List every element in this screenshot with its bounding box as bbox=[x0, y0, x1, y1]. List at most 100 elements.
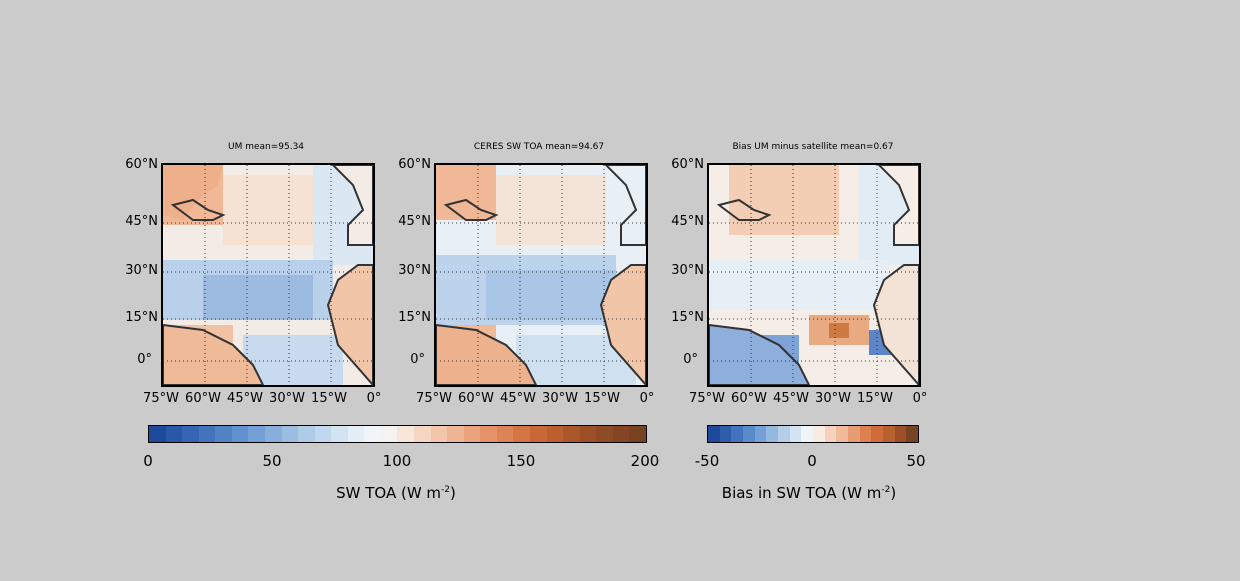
colorbar-bias-label: Bias in SW TOA (W m-2) bbox=[722, 484, 896, 502]
colorbar-sw-swatch bbox=[447, 426, 464, 442]
colorbar-sw-swatch bbox=[513, 426, 530, 442]
colorbar-tick: 150 bbox=[506, 452, 536, 470]
map-ceres bbox=[434, 163, 648, 387]
lat-label: 0° bbox=[683, 352, 698, 367]
colorbar-sw-swatch bbox=[496, 426, 514, 442]
colorbar-sw-swatch bbox=[331, 426, 348, 442]
colorbar-bias-swatch bbox=[836, 426, 849, 442]
colorbar-sw-swatch bbox=[563, 426, 580, 442]
colorbar-bias-swatch bbox=[906, 426, 919, 442]
lat-label: 15°N bbox=[671, 310, 704, 325]
panel-title-bias: Bias UM minus satellite mean=0.67 bbox=[732, 142, 894, 152]
panel-title-ceres: CERES SW TOA mean=94.67 bbox=[473, 142, 605, 152]
lon-label: 60°W bbox=[185, 391, 221, 406]
colorbar-bias-swatch bbox=[883, 426, 895, 442]
lon-label: 60°W bbox=[458, 391, 494, 406]
colorbar-bias-swatch bbox=[813, 426, 825, 442]
colorbar-sw-swatch bbox=[264, 426, 282, 442]
lat-label: 0° bbox=[410, 352, 425, 367]
lon-label: 30°W bbox=[815, 391, 851, 406]
lon-label: 45°W bbox=[227, 391, 263, 406]
colorbar-sw-swatch bbox=[480, 426, 497, 442]
map-ceres-canvas bbox=[436, 165, 646, 385]
lon-label: 15°W bbox=[857, 391, 893, 406]
lon-label: 15°W bbox=[311, 391, 347, 406]
lon-label: 75°W bbox=[416, 391, 452, 406]
colorbar-bias-swatch bbox=[766, 426, 779, 442]
lat-label: 45°N bbox=[398, 214, 431, 229]
colorbar-sw-swatch bbox=[149, 426, 166, 442]
lat-label: 15°N bbox=[398, 310, 431, 325]
colorbar-sw-swatch bbox=[430, 426, 448, 442]
colorbar-sw-label-end: ) bbox=[450, 484, 456, 502]
lat-label: 15°N bbox=[125, 310, 158, 325]
lat-label: 45°N bbox=[125, 214, 158, 229]
colorbar-sw-swatch bbox=[546, 426, 564, 442]
lat-label: 60°N bbox=[125, 157, 158, 172]
colorbar-tick: -50 bbox=[694, 452, 720, 470]
lon-label: 45°W bbox=[773, 391, 809, 406]
colorbar-bias-label-sup: -2 bbox=[881, 485, 891, 495]
lon-label: 30°W bbox=[542, 391, 578, 406]
lon-label: 60°W bbox=[731, 391, 767, 406]
colorbar-sw-swatch bbox=[529, 426, 547, 442]
colorbar-sw-label-main: SW TOA (W m bbox=[336, 484, 442, 502]
colorbar-bias-swatch bbox=[859, 426, 872, 442]
lon-label: 0° bbox=[366, 391, 382, 406]
colorbar-tick: 50 bbox=[906, 452, 926, 470]
lat-label: 60°N bbox=[398, 157, 431, 172]
colorbar-sw-swatch bbox=[364, 426, 381, 442]
lat-label: 0° bbox=[137, 352, 152, 367]
lat-label: 30°N bbox=[671, 263, 704, 278]
map-um bbox=[161, 163, 375, 387]
colorbar-sw-swatch bbox=[612, 426, 630, 442]
colorbar-sw-label: SW TOA (W m-2) bbox=[336, 484, 456, 502]
lat-label: 30°N bbox=[125, 263, 158, 278]
lon-label: 30°W bbox=[269, 391, 305, 406]
colorbar-sw-swatch bbox=[380, 426, 398, 442]
colorbar-bias-label-end: ) bbox=[890, 484, 897, 502]
colorbar-sw-swatch bbox=[397, 426, 414, 442]
colorbar-sw-swatch bbox=[347, 426, 365, 442]
colorbar-tick: 50 bbox=[262, 452, 282, 470]
colorbar-sw-swatch bbox=[314, 426, 332, 442]
map-bias-canvas bbox=[709, 165, 919, 385]
colorbar-sw-swatch bbox=[248, 426, 265, 442]
lon-label: 0° bbox=[912, 391, 928, 406]
colorbar-sw-swatch bbox=[182, 426, 199, 442]
lat-label: 30°N bbox=[398, 263, 431, 278]
colorbar-bias-swatch bbox=[743, 426, 755, 442]
colorbar-sw-swatch bbox=[281, 426, 299, 442]
colorbar-bias bbox=[707, 425, 919, 443]
colorbar-tick: 0 bbox=[807, 452, 817, 470]
colorbar-bias-swatch bbox=[801, 426, 814, 442]
colorbar-tick: 200 bbox=[630, 452, 660, 470]
colorbar-bias-swatch bbox=[754, 426, 767, 442]
lon-label: 15°W bbox=[584, 391, 620, 406]
colorbar-sw-swatch bbox=[629, 426, 646, 442]
colorbar-bias-swatch bbox=[731, 426, 744, 442]
panel-title-um: UM mean=95.34 bbox=[227, 142, 305, 152]
colorbar-tick: 100 bbox=[382, 452, 412, 470]
colorbar-bias-swatch bbox=[789, 426, 802, 442]
colorbar-sw-swatch bbox=[579, 426, 597, 442]
lon-label: 75°W bbox=[143, 391, 179, 406]
colorbar-sw-toa bbox=[148, 425, 647, 443]
lon-label: 0° bbox=[639, 391, 655, 406]
colorbar-bias-swatch bbox=[894, 426, 907, 442]
colorbar-sw-swatch bbox=[596, 426, 613, 442]
colorbar-bias-swatch bbox=[708, 426, 720, 442]
colorbar-bias-swatch bbox=[824, 426, 837, 442]
lat-label: 60°N bbox=[671, 157, 704, 172]
lat-label: 45°N bbox=[671, 214, 704, 229]
colorbar-bias-swatch bbox=[778, 426, 790, 442]
colorbar-sw-swatch bbox=[231, 426, 249, 442]
lon-label: 45°W bbox=[500, 391, 536, 406]
colorbar-sw-swatch bbox=[165, 426, 183, 442]
colorbar-bias-label-main: Bias in SW TOA (W m bbox=[721, 484, 882, 502]
colorbar-tick: 0 bbox=[143, 452, 153, 470]
map-um-canvas bbox=[163, 165, 373, 385]
colorbar-bias-swatch bbox=[719, 426, 732, 442]
colorbar-bias-swatch bbox=[848, 426, 860, 442]
colorbar-sw-swatch bbox=[463, 426, 481, 442]
